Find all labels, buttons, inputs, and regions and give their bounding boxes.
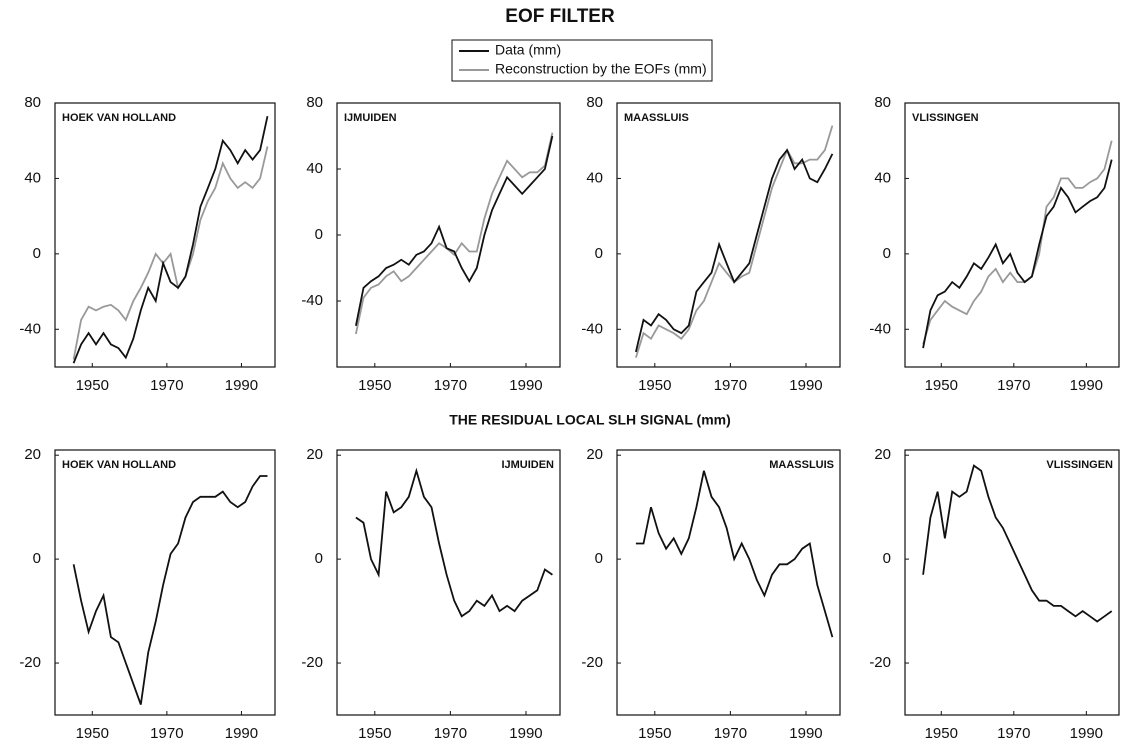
y-tick-label: -20 xyxy=(19,654,41,671)
plot-frame xyxy=(616,449,841,716)
x-tick-label: 1970 xyxy=(714,377,747,394)
x-tick-label: 1990 xyxy=(509,725,542,742)
x-tick-label: 1990 xyxy=(1070,377,1103,394)
series-line xyxy=(922,140,1113,345)
y-tick-label: 0 xyxy=(33,245,41,262)
x-tick-label: 1950 xyxy=(76,725,109,742)
y-tick-label: 80 xyxy=(874,94,891,111)
plot-frame xyxy=(336,102,561,368)
x-tick-label: 1950 xyxy=(358,725,391,742)
y-tick-label: 20 xyxy=(24,446,41,463)
y-tick-label: 80 xyxy=(24,94,41,111)
panel-label: VLISSINGEN xyxy=(912,112,979,124)
legend-label: Reconstruction by the EOFs (mm) xyxy=(495,61,707,77)
x-tick-label: 1970 xyxy=(434,725,467,742)
y-tick-label: 40 xyxy=(874,169,891,186)
x-tick-label: 1970 xyxy=(714,725,747,742)
legend-label: Data (mm) xyxy=(495,42,561,58)
plot-frame xyxy=(904,102,1120,368)
y-tick-label: 80 xyxy=(306,94,323,111)
y-tick-label: 0 xyxy=(883,245,891,262)
x-tick-label: 1950 xyxy=(638,725,671,742)
y-tick-label: -20 xyxy=(869,654,891,671)
y-tick-label: 20 xyxy=(586,446,603,463)
x-tick-label: 1990 xyxy=(789,725,822,742)
y-tick-label: 40 xyxy=(586,169,603,186)
series-line xyxy=(355,132,554,335)
plot-frame xyxy=(336,449,561,716)
x-tick-label: 1970 xyxy=(997,725,1030,742)
x-tick-label: 1990 xyxy=(225,725,258,742)
series-line xyxy=(355,135,554,326)
y-tick-label: 20 xyxy=(874,446,891,463)
panel-label: IJMUIDEN xyxy=(501,459,554,471)
y-tick-label: -20 xyxy=(581,654,603,671)
y-tick-label: 0 xyxy=(315,226,323,243)
series-line xyxy=(72,146,269,360)
y-tick-label: 40 xyxy=(24,169,41,186)
section-title: THE RESIDUAL LOCAL SLH SIGNAL (mm) xyxy=(449,412,731,428)
series-line xyxy=(355,467,553,618)
panel-label: HOEK VAN HOLLAND xyxy=(62,459,176,471)
y-tick-label: 0 xyxy=(315,550,323,567)
x-tick-label: 1990 xyxy=(1070,725,1103,742)
series-line xyxy=(635,470,834,638)
x-tick-label: 1970 xyxy=(434,377,467,394)
y-tick-label: 80 xyxy=(586,94,603,111)
y-tick-label: -20 xyxy=(301,654,323,671)
x-tick-label: 1950 xyxy=(358,377,391,394)
x-tick-label: 1950 xyxy=(925,377,958,394)
panel-label: IJMUIDEN xyxy=(344,112,397,124)
x-tick-label: 1950 xyxy=(925,725,958,742)
y-tick-label: 0 xyxy=(595,245,603,262)
series-line xyxy=(72,116,269,364)
x-tick-label: 1950 xyxy=(76,377,109,394)
series-line xyxy=(72,475,268,705)
y-tick-label: -40 xyxy=(301,292,323,309)
series-line xyxy=(635,148,834,353)
x-tick-label: 1950 xyxy=(638,377,671,394)
x-tick-label: 1990 xyxy=(509,377,542,394)
series-line xyxy=(922,464,1113,623)
panel-label: MAASSLUIS xyxy=(624,112,689,124)
x-tick-label: 1970 xyxy=(150,725,183,742)
y-tick-label: 40 xyxy=(306,160,323,177)
y-tick-label: -40 xyxy=(19,320,41,337)
x-tick-label: 1970 xyxy=(997,377,1030,394)
x-tick-label: 1990 xyxy=(789,377,822,394)
y-tick-label: 0 xyxy=(883,550,891,567)
legend-box xyxy=(451,39,713,82)
x-tick-label: 1990 xyxy=(225,377,258,394)
plot-frame xyxy=(616,102,841,368)
plot-frame xyxy=(54,102,276,368)
x-tick-label: 1970 xyxy=(150,377,183,394)
plot-frame xyxy=(54,449,276,716)
panel-label: MAASSLUIS xyxy=(769,459,834,471)
y-tick-label: -40 xyxy=(869,320,891,337)
figure-title: EOF FILTER xyxy=(505,6,615,27)
y-tick-label: -40 xyxy=(581,320,603,337)
panel-label: VLISSINGEN xyxy=(1046,459,1113,471)
y-tick-label: 0 xyxy=(33,550,41,567)
plot-frame xyxy=(904,449,1120,716)
panel-label: HOEK VAN HOLLAND xyxy=(62,112,176,124)
y-tick-label: 20 xyxy=(306,446,323,463)
series-line xyxy=(922,159,1113,349)
y-tick-label: 0 xyxy=(595,550,603,567)
